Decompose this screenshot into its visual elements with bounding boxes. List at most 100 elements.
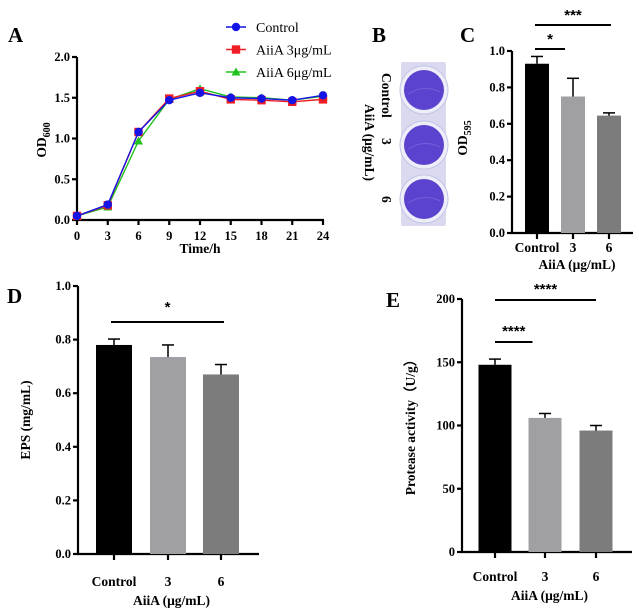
legend: Control AiiA 3μg/mL AiiA 6μg/mL [226, 21, 332, 81]
significance-label: **** [502, 323, 526, 340]
x-tick-label: 21 [286, 229, 299, 243]
panel-label-c: C [460, 23, 475, 47]
data-point [134, 127, 143, 137]
y-tick-label: 100 [436, 419, 455, 433]
y-axis-title-main: Protease activity（U/g） [403, 353, 418, 496]
significance-label: * [547, 31, 553, 48]
panel-c-bar-chart: 0.0 0.2 0.4 0.6 0.8 1.0 Control 3 6 AiiA (μg/mL) O… [455, 7, 633, 272]
x-tick-label: 9 [166, 229, 172, 243]
y-tick-label: 1.5 [54, 91, 70, 105]
well-stain-2 [404, 179, 444, 219]
well-texture-2 [407, 196, 441, 204]
plate-row-label-3: 3 [379, 138, 394, 145]
x-tick-label: 3 [105, 229, 111, 243]
y-axis-title-main: OD [455, 135, 470, 156]
y-tick-label: 0.4 [489, 153, 505, 167]
x-tick-label: Control [515, 240, 560, 255]
x-tick-label: 12 [194, 229, 207, 243]
panel-b-biofilm-plate: Control 3 6 AiiA (μg/mL) [362, 62, 449, 226]
y-axis-title-subscript: 600 [42, 122, 53, 137]
x-axis-title: AiiA (μg/mL) [133, 593, 210, 608]
series-circle [72, 88, 328, 221]
legend-marker [231, 22, 241, 32]
y-tick-label: 0.2 [55, 493, 71, 507]
legend-label: AiiA 3μg/mL [256, 44, 332, 59]
x-axis-title: AiiA (μg/mL) [538, 257, 615, 272]
bar [96, 344, 132, 554]
y-tick-label: 0.0 [489, 226, 505, 240]
y-tick-label: 0.8 [489, 80, 505, 94]
significance-label: *** [564, 7, 582, 24]
x-tick-label: 3 [570, 240, 577, 255]
y-tick-label: 0.0 [54, 213, 70, 227]
well-stain-0 [404, 70, 444, 110]
data-point [165, 95, 174, 105]
y-tick-label: 0.6 [55, 386, 71, 400]
y-tick-label: 50 [443, 482, 456, 496]
panel-label-d: D [7, 284, 22, 308]
y-tick-label: 150 [436, 355, 455, 369]
series-line [76, 88, 324, 217]
bar [478, 364, 512, 552]
y-tick-label: 0 [449, 545, 455, 559]
legend-marker [231, 67, 241, 76]
y-tick-label: 0.0 [55, 547, 71, 561]
panel-e-bar-chart: 0 50 100 150 200 Control 3 6 AiiA (μg/mL) Proteas… [403, 281, 632, 603]
well-stain-1 [404, 125, 444, 165]
x-tick-label: 0 [74, 229, 80, 243]
bar [597, 115, 621, 233]
data-point [195, 88, 205, 98]
x-tick-label: 6 [218, 574, 225, 589]
y-tick-label: 1.0 [489, 44, 505, 58]
data-point [257, 94, 266, 103]
x-axis-title: AiiA (μg/mL) [511, 588, 588, 603]
panel-label-b: B [372, 23, 386, 47]
data-point [103, 200, 112, 209]
x-tick-label: Control [92, 574, 137, 589]
data-point [72, 211, 82, 221]
y-axis-title-subscript: 595 [463, 120, 474, 135]
x-tick-label: 15 [225, 229, 238, 243]
bar [203, 374, 239, 554]
y-axis-title: OD600 [34, 122, 53, 157]
significance-label: * [165, 299, 171, 316]
legend-item: AiiA 6μg/mL [226, 66, 332, 81]
bar [528, 417, 562, 552]
legend-label: AiiA 6μg/mL [256, 66, 332, 81]
panel-d-bar-chart: 0.0 0.2 0.4 0.6 0.8 1.0 Control 3 6 AiiA (μg/mL) E… [18, 279, 259, 608]
x-tick-label: 3 [542, 569, 549, 584]
x-tick-label: Control [473, 569, 518, 584]
x-tick-label: 6 [606, 240, 613, 255]
plate-group-label: AiiA (μg/mL) [362, 104, 377, 181]
panel-label-a: A [8, 23, 24, 47]
data-point [288, 95, 297, 105]
series-line [76, 92, 324, 217]
panel-a-line-chart: 0.0 0.5 1.0 1.5 2.0 0 3 6 9 12 15 18 21 24 Time/h OD600… [34, 21, 332, 256]
data-point [318, 91, 328, 100]
y-axis-title: Protease activity（U/g） [403, 353, 418, 496]
y-tick-label: 0.4 [55, 440, 71, 454]
legend-item: Control [226, 21, 299, 36]
y-axis-title-main: EPS (mg/mL) [18, 380, 33, 459]
panel-label-e: E [386, 288, 400, 312]
plate-row-label-6: 6 [379, 196, 394, 203]
data-point [226, 93, 235, 102]
x-tick-label: 3 [165, 574, 172, 589]
legend-item: AiiA 3μg/mL [226, 44, 332, 59]
well-texture-0 [407, 87, 441, 95]
series-line [76, 90, 324, 217]
bar [561, 96, 585, 233]
x-tick-label: 6 [593, 569, 600, 584]
y-tick-label: 0.2 [489, 190, 505, 204]
x-tick-label: 6 [135, 229, 141, 243]
significance-label: **** [534, 281, 558, 298]
data-point [134, 136, 143, 145]
legend-marker [231, 45, 241, 54]
y-tick-label: 0.8 [55, 333, 71, 347]
y-axis-title: OD595 [455, 120, 474, 155]
y-tick-label: 2.0 [54, 50, 70, 64]
well-texture-1 [407, 142, 441, 150]
y-tick-label: 1.0 [54, 132, 70, 146]
x-tick-label: 18 [255, 229, 268, 243]
